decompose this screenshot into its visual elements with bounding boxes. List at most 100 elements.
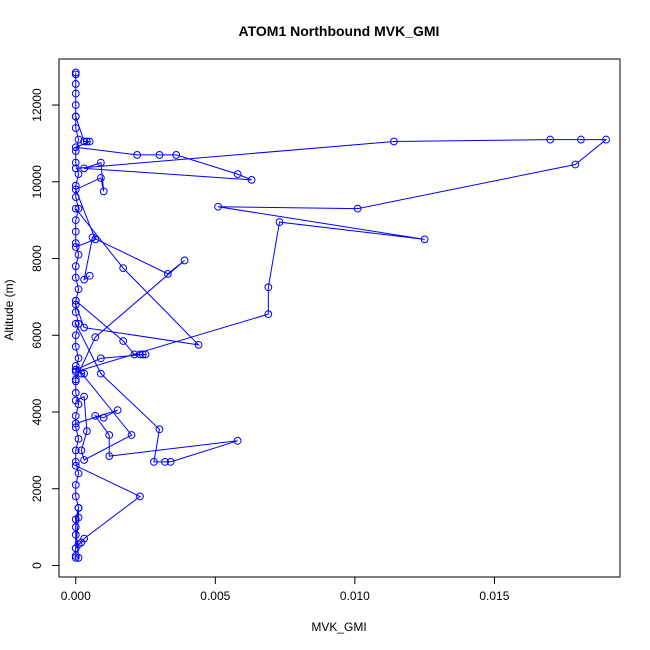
data-point xyxy=(130,350,139,359)
data-point xyxy=(71,388,80,397)
data-point xyxy=(85,271,94,280)
series xyxy=(71,233,189,384)
data-point xyxy=(71,319,80,328)
data-point xyxy=(74,504,83,512)
chart-title: ATOM1 Northbound MVK_GMI xyxy=(239,23,440,39)
data-point xyxy=(353,204,362,213)
data-point xyxy=(71,68,80,77)
data-point xyxy=(71,308,80,317)
data-point xyxy=(80,392,89,401)
series-line xyxy=(73,116,252,248)
data-point xyxy=(71,331,80,340)
data-point xyxy=(88,233,97,242)
data-point xyxy=(264,283,273,292)
y-tick-label: 6000 xyxy=(30,322,44,349)
data-point xyxy=(74,250,83,259)
data-point xyxy=(119,337,128,345)
data-point xyxy=(71,377,80,386)
data-point xyxy=(166,457,175,466)
y-tick-label: 4000 xyxy=(30,398,44,425)
x-axis-label: MVK_GMI xyxy=(311,620,366,634)
data-point xyxy=(77,369,86,378)
data-point xyxy=(71,481,80,489)
y-axis: 0 2000 4000 6000 8000 10000 12000 xyxy=(30,88,59,569)
data-point xyxy=(163,269,172,278)
data-point xyxy=(233,170,242,179)
data-point xyxy=(71,296,80,305)
data-point xyxy=(74,135,83,144)
data-point xyxy=(71,204,80,213)
y-tick-label: 8000 xyxy=(30,245,44,272)
data-point xyxy=(71,375,80,384)
data-point xyxy=(180,256,189,265)
data-point xyxy=(71,552,80,560)
data-point xyxy=(133,151,142,159)
data-point xyxy=(71,423,80,432)
data-point xyxy=(264,310,273,319)
series-line xyxy=(75,236,185,380)
data-point xyxy=(119,264,128,273)
series xyxy=(71,362,136,464)
data-point xyxy=(96,354,105,363)
x-axis: 0.000 0.005 0.010 0.015 xyxy=(61,577,510,603)
data-point xyxy=(74,319,83,328)
data-point xyxy=(390,137,398,146)
data-point xyxy=(71,262,80,271)
data-point xyxy=(71,273,80,282)
x-tick-label: 0.015 xyxy=(479,589,509,603)
data-point xyxy=(214,202,222,211)
data-point xyxy=(71,89,80,98)
data-point xyxy=(77,446,86,455)
data-point xyxy=(71,446,80,455)
data-point xyxy=(71,185,80,194)
data-point xyxy=(420,235,429,244)
data-point xyxy=(150,457,158,466)
data-point xyxy=(83,427,91,436)
series-line xyxy=(75,208,200,346)
x-tick-label: 0.000 xyxy=(61,589,91,603)
data-point xyxy=(74,469,83,478)
y-tick-label: 2000 xyxy=(30,475,44,502)
data-point xyxy=(136,350,144,359)
data-point xyxy=(74,354,83,363)
series xyxy=(71,461,144,562)
series-line xyxy=(74,300,146,375)
data-point xyxy=(155,151,164,159)
data-point xyxy=(83,137,91,146)
data-point xyxy=(602,135,610,144)
data-point xyxy=(71,492,80,501)
series xyxy=(71,296,150,378)
series-line xyxy=(75,365,133,461)
data-point xyxy=(71,243,80,251)
data-point xyxy=(71,80,80,88)
data-point xyxy=(71,544,80,553)
data-point xyxy=(172,151,181,159)
data-point xyxy=(71,461,80,470)
series-line xyxy=(75,72,80,558)
data-point xyxy=(155,425,164,434)
data-point xyxy=(99,413,108,422)
data-point xyxy=(80,137,89,146)
data-point xyxy=(74,434,83,443)
data-point xyxy=(71,101,80,109)
data-point xyxy=(71,457,80,466)
data-point xyxy=(80,275,89,284)
data-point xyxy=(71,227,80,236)
data-point xyxy=(80,323,89,332)
data-point xyxy=(546,135,555,144)
data-point xyxy=(96,174,105,182)
data-series-group xyxy=(71,68,610,562)
data-point xyxy=(105,431,114,439)
data-point xyxy=(71,158,80,167)
data-point xyxy=(74,285,83,294)
data-point xyxy=(91,333,100,342)
data-point xyxy=(71,411,80,420)
data-point xyxy=(113,406,122,414)
y-axis-label: Altitude (m) xyxy=(2,279,16,340)
data-point xyxy=(141,350,150,359)
data-point xyxy=(96,369,105,378)
data-point xyxy=(275,218,284,226)
data-point xyxy=(138,350,147,359)
data-point xyxy=(71,362,80,370)
